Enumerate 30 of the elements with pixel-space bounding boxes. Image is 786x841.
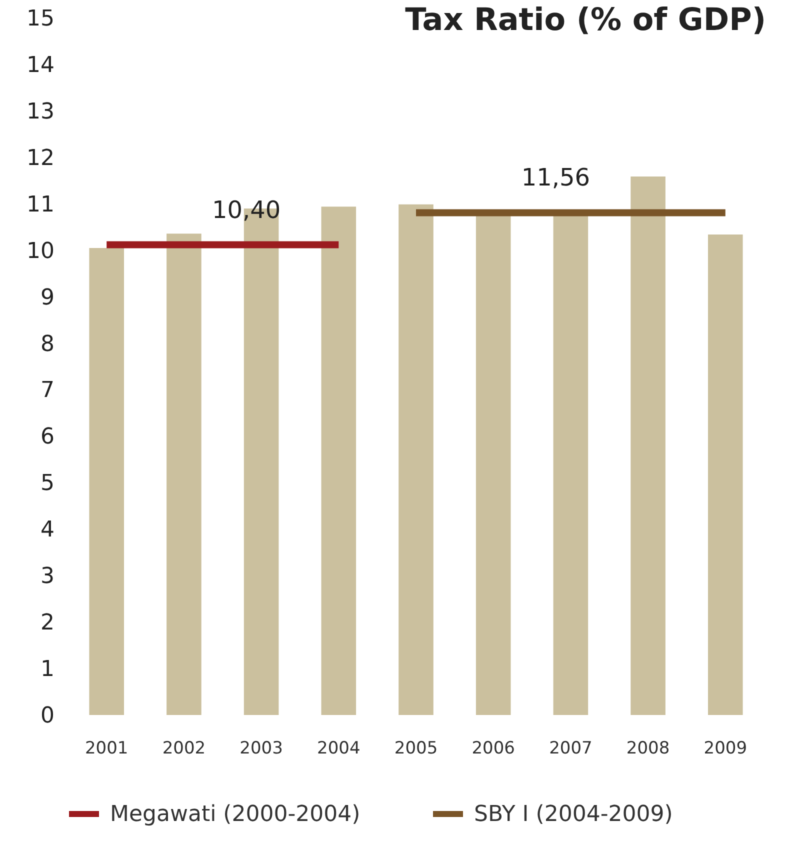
y-tick-label: 0 xyxy=(40,704,54,728)
y-tick-label: 5 xyxy=(40,471,54,496)
y-tick-label: 3 xyxy=(40,564,54,590)
x-tick-label: 2003 xyxy=(240,738,283,758)
y-tick-label: 14 xyxy=(26,52,54,78)
annotation: 11,56 xyxy=(521,164,590,192)
annotation: 10,40 xyxy=(212,196,281,224)
x-tick-label: 2001 xyxy=(84,738,128,758)
legend-label: SBY I (2004-2009) xyxy=(474,802,673,827)
chart-title: Tax Ratio (% of GDP) xyxy=(405,2,766,38)
y-tick-label: 11 xyxy=(26,192,54,218)
x-tick-label: 2005 xyxy=(394,738,438,758)
x-tick-label: 2009 xyxy=(704,738,748,758)
x-tick-label: 2004 xyxy=(317,738,360,758)
y-tick-label: 2 xyxy=(40,610,54,636)
x-tick-label: 2007 xyxy=(549,738,592,758)
y-tick-label: 9 xyxy=(40,285,54,310)
y-tick-label: 7 xyxy=(40,378,54,404)
y-tick-label: 6 xyxy=(40,424,54,450)
y-tick-label: 13 xyxy=(26,99,54,124)
x-tick-label: 2002 xyxy=(162,738,206,758)
x-tick-label: 2008 xyxy=(626,738,670,758)
y-tick-label: 4 xyxy=(40,518,54,543)
y-tick-label: 1 xyxy=(40,657,54,682)
y-tick-label: 12 xyxy=(26,146,54,171)
y-tick-label: 15 xyxy=(26,6,54,32)
y-tick-label: 10 xyxy=(26,238,54,264)
legend-label: Megawati (2000-2004) xyxy=(110,802,360,827)
x-tick-label: 2006 xyxy=(472,738,515,758)
y-tick-label: 8 xyxy=(40,332,54,357)
